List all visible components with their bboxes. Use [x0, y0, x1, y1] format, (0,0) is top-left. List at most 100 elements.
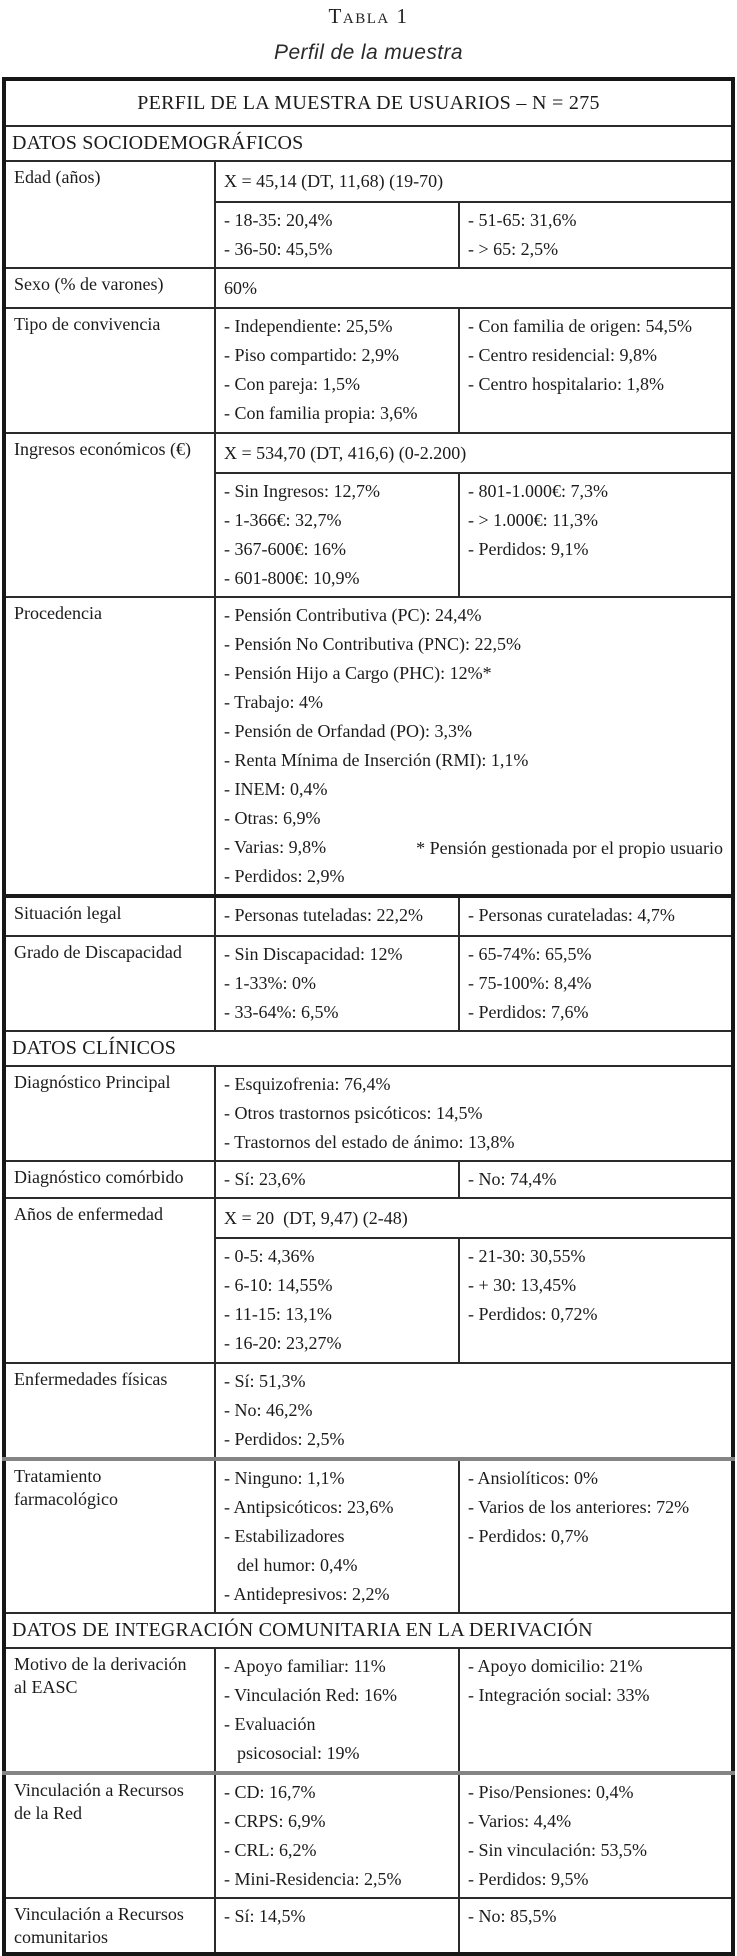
sample-profile-table: PERFIL DE LA MUESTRA DE USUARIOS – N = 2…	[2, 77, 736, 1956]
cell-line: - > 1.000€: 11,3%	[468, 510, 598, 530]
row-ingresos-values-right: - 801-1.000€: 7,3% - > 1.000€: 11,3% - Per…	[457, 472, 735, 598]
cell-line: - Trastornos del estado de ánimo: 13,8%	[224, 1132, 515, 1152]
row-convivencia-values-left: - Independiente: 25,5% - Piso compartido:…	[214, 307, 460, 434]
cell-line: - Varios de los anteriores: 72%	[468, 1497, 690, 1517]
row-ingresos-values-left: - Sin Ingresos: 12,7% - 1-366€: 32,7% - 36…	[214, 472, 460, 598]
row-discapacidad-values-left: - Sin Discapacidad: 12% - 1-33%: 0% - 33-6…	[214, 935, 460, 1032]
row-vinculacion-comunitarios-values-right: - No: 85,5%	[457, 1897, 735, 1955]
row-procedencia-values: * Pensión gestionada por el propio usuar…	[213, 596, 735, 897]
table-title: Perfil de la muestra	[274, 41, 463, 64]
cell-line: - Antipsicóticos: 23,6%	[224, 1497, 394, 1517]
row-anos-enfermedad-label: Años de enfermedad	[3, 1197, 216, 1364]
row-edad-stat: X = 45,14 (DT, 11,68) (19-70)	[213, 160, 735, 203]
cell-line: - CD: 16,7%	[224, 1782, 316, 1802]
row-sexo-label: Sexo (% de varones)	[3, 267, 216, 309]
cell-line: - Con pareja: 1,5%	[224, 374, 360, 394]
cell-line: - No: 85,5%	[468, 1906, 557, 1926]
cell-line: - Varias: 9,8%	[224, 837, 327, 857]
row-situacion-values-right: - Personas curateladas: 4,7%	[457, 894, 735, 937]
cell-line: - 801-1.000€: 7,3%	[468, 481, 608, 501]
row-edad-label: Edad (años)	[3, 160, 216, 269]
cell-line: - Perdidos: 9,1%	[468, 539, 589, 559]
cell-line: - Perdidos: 7,6%	[468, 1002, 589, 1022]
cell-line: - Mini-Residencia: 2,5%	[224, 1869, 402, 1889]
cell-line: - Sin vinculación: 53,5%	[468, 1840, 647, 1860]
row-enfermedades-fisicas-label: Enfermedades físicas	[3, 1362, 216, 1460]
row-edad-values-right: - 51-65: 31,6% - > 65: 2,5%	[457, 201, 735, 269]
cell-line: - Personas curateladas: 4,7%	[468, 905, 675, 925]
cell-line: - INEM: 0,4%	[224, 779, 328, 799]
row-vinculacion-red-values-left: - CD: 16,7% - CRPS: 6,9% - CRL: 6,2% - Mini…	[214, 1771, 460, 1899]
row-edad-values-left: - 18-35: 20,4% - 36-50: 45,5%	[214, 201, 460, 269]
cell-line: - + 30: 13,45%	[468, 1275, 577, 1295]
cell-line: - 1-33%: 0%	[224, 973, 316, 993]
cell-line: - Perdidos: 2,9%	[224, 866, 345, 886]
cell-line: - 75-100%: 8,4%	[468, 973, 592, 993]
section-sociodemograficos: DATOS SOCIODEMOGRÁFICOS	[2, 125, 735, 162]
cell-line: - 51-65: 31,6%	[468, 210, 577, 230]
row-convivencia-label: Tipo de convivencia	[3, 307, 216, 434]
table-footnote: * Pensión gestionada por el propio usuar…	[416, 838, 724, 858]
row-motivo-derivacion-values-left: - Apoyo familiar: 11% - Vinculación Red: …	[214, 1647, 460, 1774]
cell-line: - Perdidos: 0,72%	[468, 1304, 598, 1324]
cell-line: - Otras: 6,9%	[224, 808, 321, 828]
cell-line: - Varios: 4,4%	[468, 1811, 572, 1831]
cell-line: - 0-5: 4,36%	[224, 1246, 315, 1266]
row-diagnostico-comorbido-values-left: - Sí: 23,6%	[214, 1160, 460, 1199]
cell-line: - Vinculación Red: 16%	[224, 1685, 398, 1705]
cell-line: - 6-10: 14,55%	[224, 1275, 333, 1295]
cell-line: - CRPS: 6,9%	[224, 1811, 326, 1831]
section-integracion: DATOS DE INTEGRACIÓN COMUNITARIA EN LA D…	[2, 1612, 735, 1649]
cell-line: - 601-800€: 10,9%	[224, 568, 360, 588]
row-discapacidad-values-right: - 65-74%: 65,5% - 75-100%: 8,4% - Perdidos…	[457, 935, 735, 1032]
cell-line: - 18-35: 20,4%	[224, 210, 333, 230]
row-ingresos-label: Ingresos económicos (€)	[3, 432, 216, 598]
cell-line: - 33-64%: 6,5%	[224, 1002, 339, 1022]
cell-line: - Ansiolíticos: 0%	[468, 1468, 598, 1488]
cell-line: - Centro hospitalario: 1,8%	[468, 374, 664, 394]
cell-line: - Piso/Pensiones: 0,4%	[468, 1782, 634, 1802]
table-caption-block: Tabla 1 Perfil de la muestra	[0, 0, 737, 77]
cell-line: - Sí: 51,3%	[224, 1371, 306, 1391]
row-vinculacion-comunitarios-label: Vinculación a Recursos comunitarios	[3, 1897, 216, 1955]
cell-line: - 36-50: 45,5%	[224, 239, 333, 259]
row-situacion-label: Situación legal	[3, 894, 216, 937]
cell-line: - No: 46,2%	[224, 1400, 313, 1420]
cell-line: - Con familia de origen: 54,5%	[468, 316, 692, 336]
cell-line: - Integración social: 33%	[468, 1685, 650, 1705]
cell-line: - 65-74%: 65,5%	[468, 944, 592, 964]
cell-line: - CRL: 6,2%	[224, 1840, 317, 1860]
cell-line: - Independiente: 25,5%	[224, 316, 393, 336]
row-tratamiento-values-left: - Ninguno: 1,1% - Antipsicóticos: 23,6% - …	[214, 1457, 460, 1614]
cell-line: - Esquizofrenia: 76,4%	[224, 1074, 391, 1094]
cell-line: - Antidepresivos: 2,2%	[224, 1584, 390, 1604]
row-motivo-derivacion-label: Motivo de la derivación al EASC	[3, 1647, 216, 1774]
cell-line: - Renta Mínima de Inserción (RMI): 1,1%	[224, 750, 529, 770]
cell-line: - Sí: 23,6%	[224, 1169, 306, 1189]
row-tratamiento-label: Tratamiento farmacológico	[3, 1457, 216, 1614]
cell-line: - 21-30: 30,55%	[468, 1246, 586, 1266]
row-diagnostico-comorbido-values-right: - No: 74,4%	[457, 1160, 735, 1199]
row-vinculacion-red-label: Vinculación a Recursos de la Red	[3, 1771, 216, 1899]
row-discapacidad-label: Grado de Discapacidad	[3, 935, 216, 1032]
row-diagnostico-principal-label: Diagnóstico Principal	[3, 1065, 216, 1162]
cell-line: - 1-366€: 32,7%	[224, 510, 342, 530]
row-anos-enfermedad-values-left: - 0-5: 4,36% - 6-10: 14,55% - 11-15: 13,1%…	[214, 1237, 460, 1364]
cell-line: - Pensión Hijo a Cargo (PHC): 12%*	[224, 663, 492, 683]
cell-line: - Apoyo domicilio: 21%	[468, 1656, 643, 1676]
row-tratamiento-values-right: - Ansiolíticos: 0% - Varios de los anteri…	[457, 1457, 735, 1614]
row-convivencia-values-right: - Con familia de origen: 54,5% - Centro r…	[457, 307, 735, 434]
cell-line: - Ninguno: 1,1%	[224, 1468, 345, 1488]
row-situacion-values-left: - Personas tuteladas: 22,2%	[214, 894, 460, 937]
cell-line: - Evaluación psicosocial: 19%	[224, 1714, 360, 1763]
row-sexo-value: 60%	[213, 267, 735, 309]
row-anos-enfermedad-values-right: - 21-30: 30,55% - + 30: 13,45% - Perdidos:…	[457, 1237, 735, 1364]
row-diagnostico-comorbido-label: Diagnóstico comórbido	[3, 1160, 216, 1199]
cell-line: - 11-15: 13,1%	[224, 1304, 332, 1324]
row-ingresos-stat: X = 534,70 (DT, 416,6) (0-2.200)	[213, 432, 735, 474]
row-diagnostico-principal-values: - Esquizofrenia: 76,4% - Otros trastornos…	[213, 1065, 735, 1162]
cell-line: - Pensión de Orfandad (PO): 3,3%	[224, 721, 472, 741]
cell-line: - Con familia propia: 3,6%	[224, 403, 418, 423]
cell-line: - Otros trastornos psicóticos: 14,5%	[224, 1103, 483, 1123]
row-motivo-derivacion-values-right: - Apoyo domicilio: 21% - Integración soci…	[457, 1647, 735, 1774]
